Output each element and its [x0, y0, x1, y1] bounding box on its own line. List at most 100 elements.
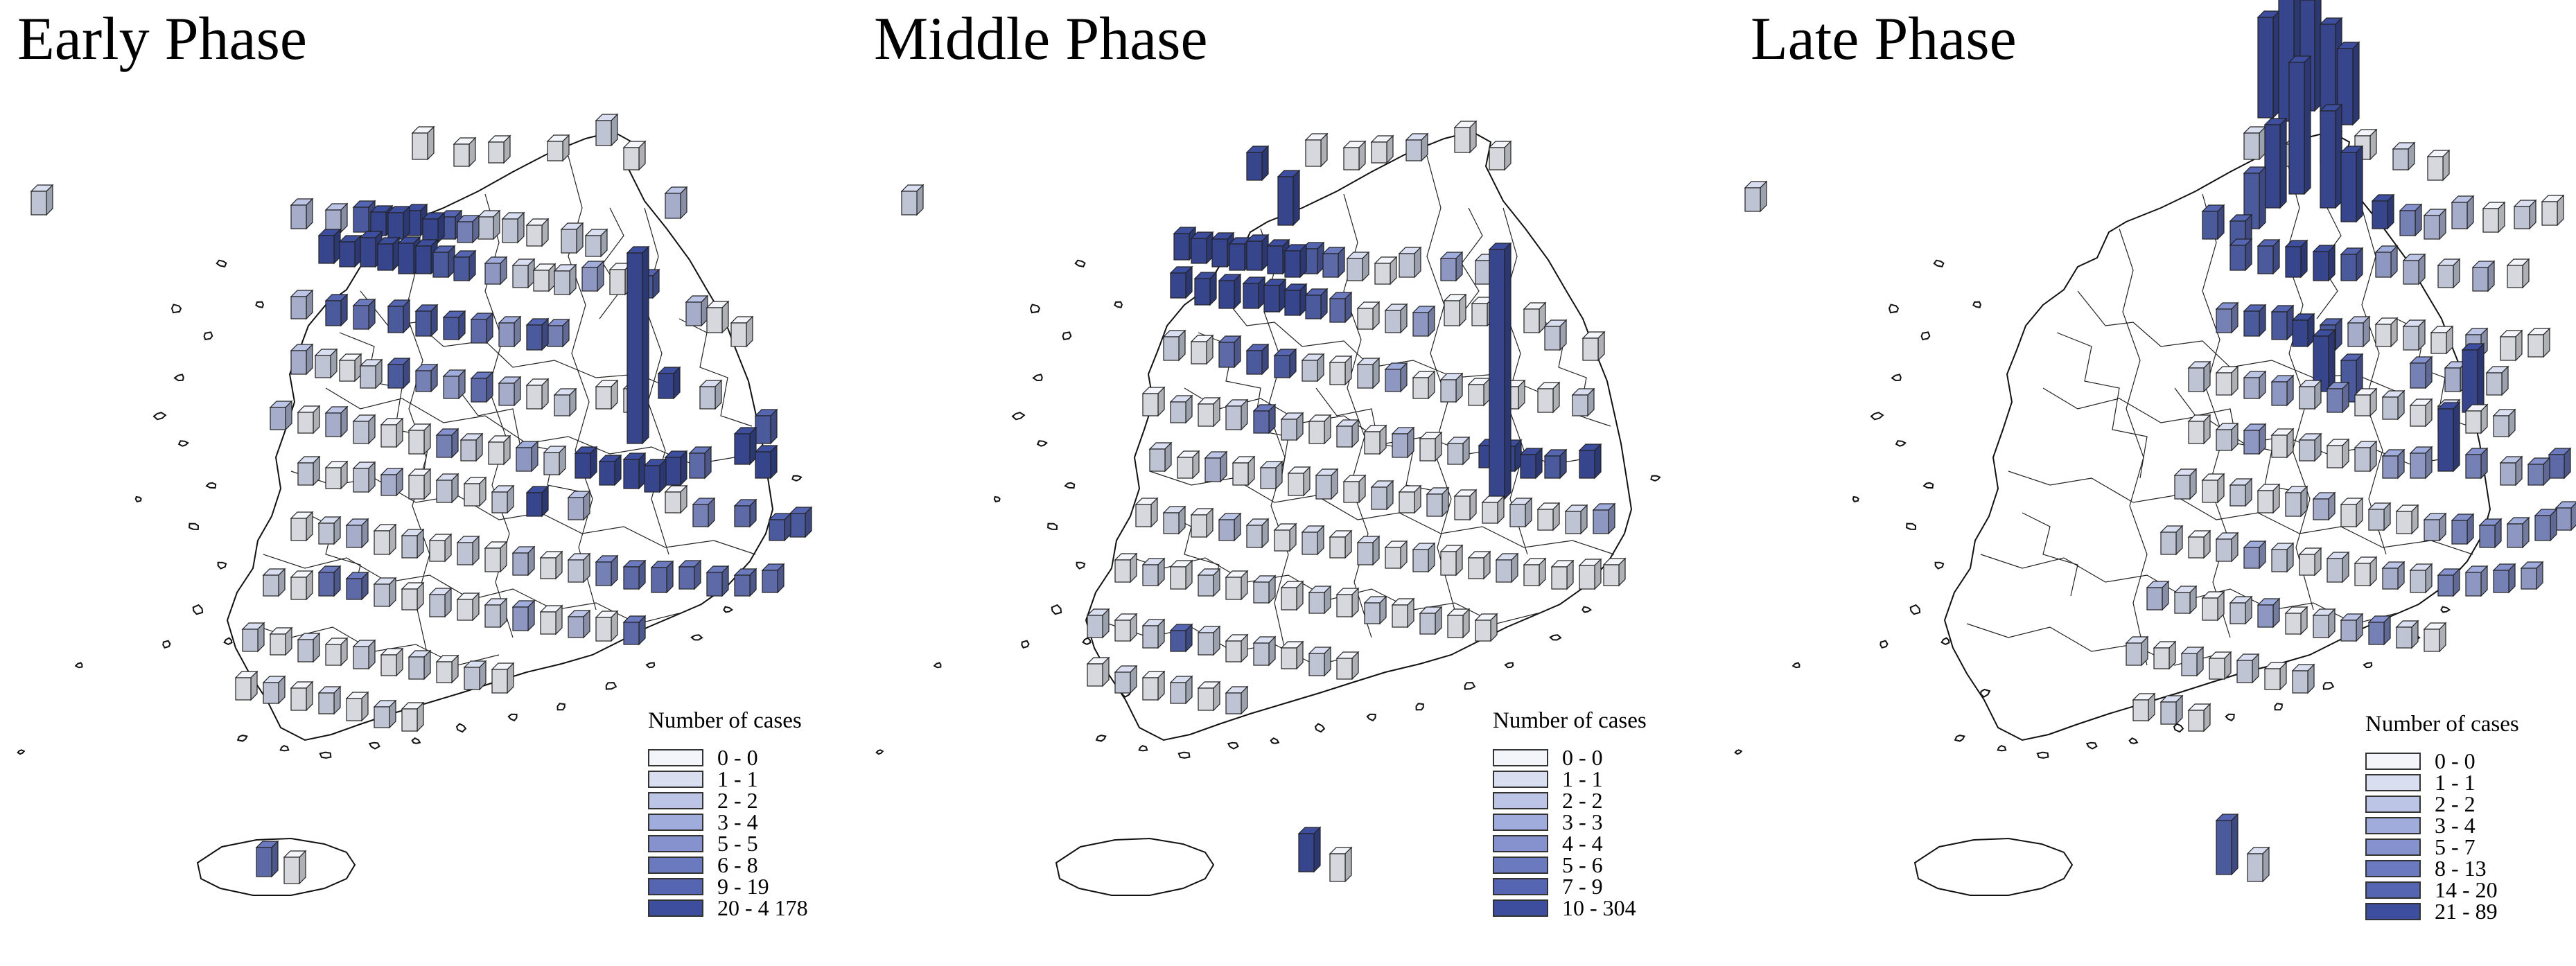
bar-front — [1218, 280, 1235, 309]
bar-front — [2299, 554, 2315, 576]
bar-front — [789, 513, 806, 538]
district-bar — [2395, 620, 2419, 649]
district-bar — [1592, 502, 1616, 535]
bar-side — [2387, 193, 2394, 230]
bar-front — [290, 350, 307, 375]
bar-front — [2514, 206, 2530, 229]
bar-front — [374, 530, 390, 555]
district-bar — [1287, 466, 1311, 497]
legend-label: 4 - 4 — [1562, 830, 1603, 856]
bar-front — [2507, 265, 2523, 288]
bar-front — [1468, 384, 1484, 406]
district-bar — [1277, 169, 1301, 227]
bar-front — [1281, 587, 1297, 611]
bar-side — [770, 408, 778, 445]
district-bar — [456, 214, 480, 244]
legend-item: 14 - 20 — [2365, 877, 2519, 902]
district-bar — [595, 113, 619, 147]
island — [1972, 301, 1981, 308]
bar-front — [290, 518, 307, 541]
mainland-outline — [1085, 130, 1633, 741]
bar-front — [498, 322, 515, 347]
district-bar — [2298, 547, 2322, 577]
island — [319, 751, 332, 759]
legend-item: 1 - 1 — [1493, 766, 1647, 791]
bar-front — [1385, 369, 1401, 392]
bar-front — [699, 386, 716, 410]
island — [1366, 713, 1376, 722]
district-bar — [1335, 419, 1360, 448]
legend-label: 0 - 0 — [1562, 744, 1603, 770]
district-bar — [352, 298, 376, 331]
district-bar — [477, 209, 501, 240]
bar-front — [315, 355, 331, 378]
district-bar — [2243, 540, 2267, 570]
district-bar — [2534, 508, 2558, 542]
bar-front — [2493, 570, 2509, 593]
island — [1415, 703, 1424, 711]
island — [1051, 604, 1062, 615]
bar-front — [2243, 310, 2260, 337]
district-bar — [2437, 401, 2461, 473]
island — [173, 374, 184, 382]
legend-label: 9 - 19 — [717, 873, 769, 899]
district-bar — [314, 348, 338, 379]
district-bar — [1412, 370, 1436, 400]
bar-front — [1225, 692, 1242, 714]
bar-front — [443, 317, 459, 340]
district-bar — [1581, 331, 1606, 362]
district-bar — [373, 577, 397, 608]
bar-front — [242, 629, 259, 652]
district-bar — [501, 211, 525, 244]
bar-front — [401, 535, 418, 559]
bar-front — [412, 132, 428, 160]
bar-front — [1170, 401, 1186, 423]
bar-front — [2340, 254, 2357, 281]
island — [2225, 713, 2235, 722]
bar-front — [595, 617, 612, 642]
bar-front — [339, 241, 356, 267]
legend-swatch — [1493, 899, 1548, 917]
island — [1138, 744, 1148, 752]
district-bar — [1141, 670, 1166, 701]
island — [2363, 662, 2373, 669]
legend-swatch — [2365, 773, 2421, 791]
district-bar — [1550, 559, 1575, 590]
legend-swatch — [2365, 752, 2421, 770]
district-bar — [1280, 640, 1304, 670]
district-bar — [290, 197, 314, 230]
district-bar — [595, 554, 619, 587]
legend-swatch — [648, 877, 703, 895]
legend-item: 21 - 89 — [2365, 899, 2519, 924]
bar-front — [2285, 246, 2302, 278]
district-bar — [2354, 556, 2378, 587]
island — [1504, 662, 1514, 669]
district-bar — [338, 353, 362, 383]
bar-front — [263, 574, 279, 597]
bar-front — [1087, 663, 1103, 687]
island — [1036, 440, 1048, 447]
island — [255, 301, 264, 308]
district-boundary — [678, 318, 753, 427]
bar-front — [488, 441, 505, 465]
bar-front — [1114, 620, 1131, 642]
district-bar — [373, 523, 397, 556]
coastal-islands — [875, 259, 1661, 759]
island — [205, 482, 217, 489]
bar-front — [1298, 833, 1315, 872]
district-bar — [2187, 529, 2211, 559]
bar-front — [401, 708, 418, 732]
district-bar — [1346, 251, 1370, 282]
bar-front — [1246, 240, 1263, 271]
coastal-islands — [17, 259, 803, 759]
bar-front — [443, 376, 459, 399]
legend-label: 6 - 8 — [717, 852, 758, 877]
bar-front — [2243, 547, 2260, 569]
district-bar — [2284, 606, 2308, 635]
bar-front — [901, 191, 918, 216]
district-bar — [1273, 348, 1297, 379]
bar-front — [460, 439, 477, 462]
bar-front — [1357, 542, 1374, 565]
bar-front — [1281, 419, 1297, 441]
prism-map-late-phase — [1734, 0, 2576, 896]
